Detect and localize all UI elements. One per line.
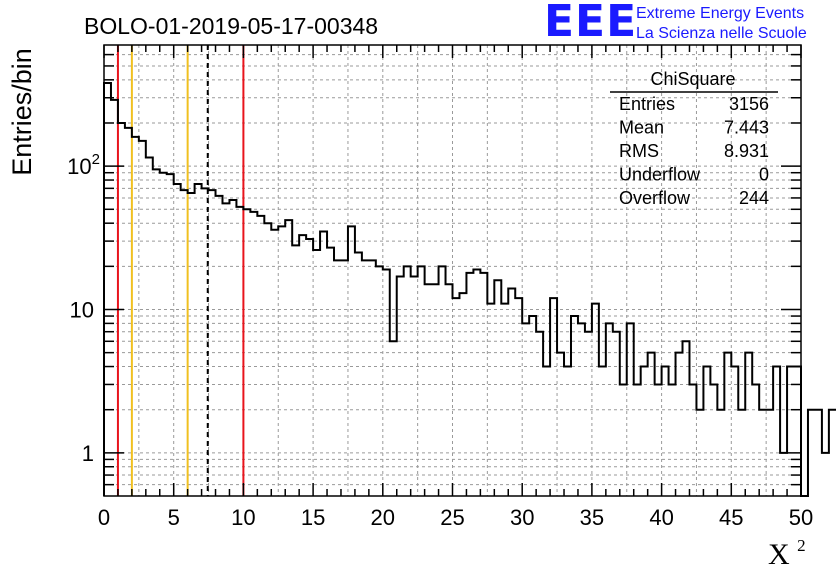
logo-tagline-2: La Scienza nelle Scuole (636, 25, 807, 42)
reference-lines (116, 45, 245, 496)
x-tick-label: 5 (168, 505, 180, 530)
y-axis-label: Entries/bin (7, 48, 37, 176)
x-tick-label: 20 (371, 505, 395, 530)
y-tick-label: 102 (67, 151, 100, 179)
stats-value: 244 (739, 188, 769, 208)
stats-box: ChiSquare Entries 3156 Mean 7.443 RMS 8.931 Un… (610, 69, 778, 208)
x-tick-label: 50 (789, 505, 813, 530)
stats-label: Entries (619, 94, 675, 114)
x-tick-label: 40 (649, 505, 673, 530)
eee-logo: EEE Extreme Energy Events La Scienza nel… (544, 0, 834, 47)
x-tick-label: 15 (301, 505, 325, 530)
x-tick-label: 10 (231, 505, 255, 530)
stats-value: 8.931 (724, 141, 769, 161)
y-tick-label: 1 (82, 441, 94, 466)
stats-label: RMS (619, 141, 659, 161)
stats-label: Overflow (619, 188, 691, 208)
x-tick-label: 25 (440, 505, 464, 530)
y-tick-label: 10 (70, 297, 94, 322)
stats-label: Underflow (619, 165, 701, 185)
stats-label: Mean (619, 118, 664, 138)
x-tick-label: 0 (98, 505, 110, 530)
x-axis-label-base: X (768, 538, 790, 571)
chart-title: BOLO-01-2019-05-17-00348 (84, 13, 378, 39)
x-tick-label: 35 (580, 505, 604, 530)
x-tick-labels: 0 5 10 15 20 25 30 35 40 45 50 (98, 505, 813, 530)
eee-logo-mark: EEE (544, 0, 638, 47)
stats-title: ChiSquare (650, 69, 735, 89)
x-axis-label-superscript: 2 (797, 536, 806, 555)
y-tick-labels: 1 10 102 (67, 151, 100, 466)
axis-ticks (103, 45, 802, 496)
stats-value: 0 (759, 165, 769, 185)
logo-tagline-1: Extreme Energy Events (636, 5, 805, 22)
stats-value: 7.443 (724, 118, 769, 138)
x-axis-label: X 2 (768, 536, 806, 571)
x-tick-label: 45 (719, 505, 743, 530)
x-tick-label: 30 (510, 505, 534, 530)
histogram-outline (103, 82, 836, 497)
stats-value: 3156 (729, 94, 769, 114)
